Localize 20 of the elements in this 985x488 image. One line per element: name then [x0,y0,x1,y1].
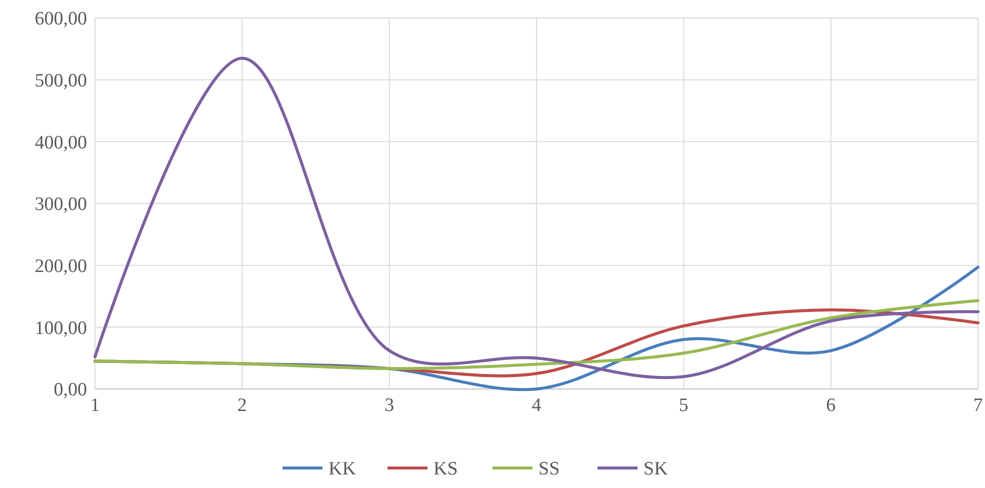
y-tick-label: 400,00 [34,132,87,154]
legend-label: SK [644,458,668,480]
y-tick-label: 600,00 [34,8,87,30]
line-series [94,56,980,380]
x-tick-label: 7 [973,395,983,416]
y-tick-label: 0,00 [54,380,87,401]
y-tick-label: 100,00 [34,318,87,339]
legend-label: SS [538,458,560,480]
x-tick-label: 3 [384,395,394,416]
x-tick-label: 1 [90,395,100,416]
x-tick-label: 4 [532,395,542,416]
x-tick-label: 2 [237,395,247,416]
y-tick-label: 500,00 [34,70,87,92]
x-tick-label: 6 [826,395,836,416]
legend-label: KS [434,458,458,480]
legend-label: KK [328,458,356,480]
y-tick-label: 300,00 [34,194,87,216]
y-tick-label: 200,00 [34,256,87,277]
line-series [94,299,980,370]
x-tick-label: 5 [678,395,688,416]
